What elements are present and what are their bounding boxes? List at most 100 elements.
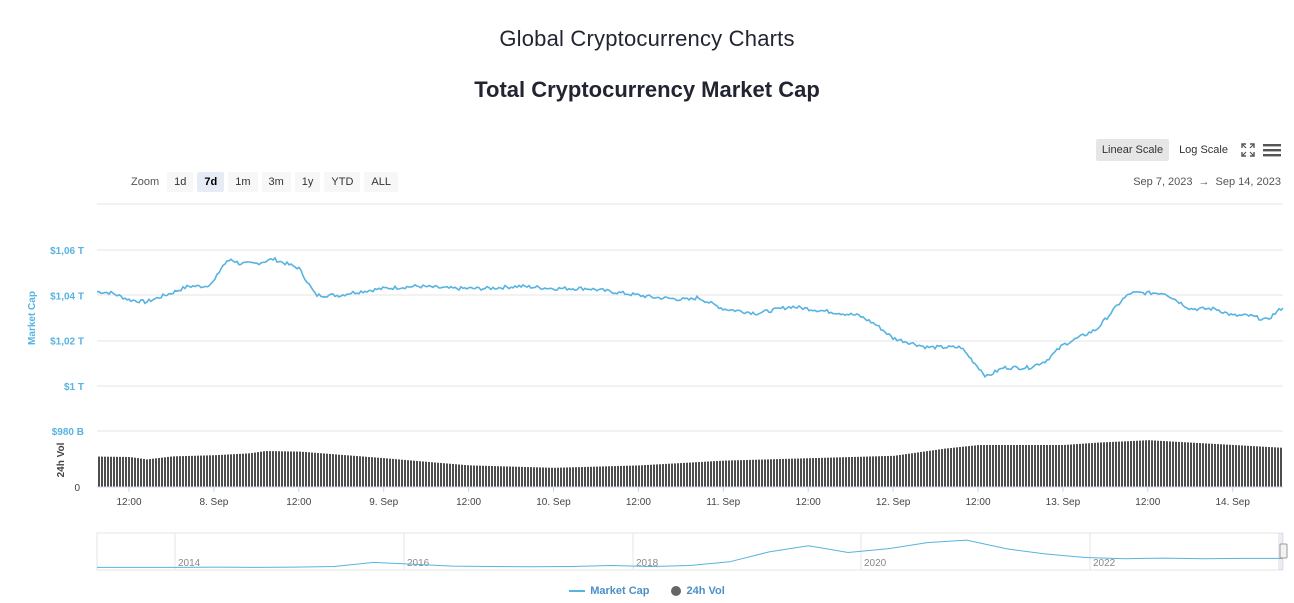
zoom-1d-button[interactable]: 1d (167, 172, 194, 192)
volume-bar (695, 462, 697, 487)
volume-bar (416, 460, 418, 487)
volume-bar (1205, 443, 1207, 487)
date-range-to[interactable]: Sep 14, 2023 (1215, 176, 1281, 188)
volume-bar (1268, 446, 1270, 487)
volume-bar (1127, 441, 1129, 487)
volume-bar (731, 460, 733, 487)
volume-bar (572, 467, 574, 487)
volume-bar (476, 465, 478, 487)
volume-bar (254, 452, 256, 487)
volume-bar (824, 457, 826, 487)
legend-volume-label: 24h Vol (686, 585, 725, 597)
volume-bar (194, 455, 196, 487)
volume-bar (737, 460, 739, 487)
volume-bar (605, 466, 607, 487)
volume-bar (98, 456, 100, 487)
volume-bar (950, 447, 952, 487)
date-range-from[interactable]: Sep 7, 2023 (1133, 176, 1193, 188)
volume-bar (1118, 441, 1120, 487)
volume-bar (1115, 441, 1117, 487)
volume-bar (569, 467, 571, 487)
volume-bar (1259, 446, 1261, 487)
volume-bar (293, 451, 295, 487)
volume-bar (248, 453, 250, 487)
volume-bar (317, 453, 319, 487)
volume-bar (410, 460, 412, 487)
volume-bar (782, 458, 784, 487)
volume-bar (470, 465, 472, 487)
volume-bar (1004, 445, 1006, 487)
zoom-7d-button[interactable]: 7d (197, 172, 225, 192)
volume-bar (224, 454, 226, 487)
volume-bar (278, 451, 280, 487)
volume-bar (707, 461, 709, 487)
volume-bar (920, 451, 922, 487)
volume-bar (902, 454, 904, 487)
volume-bar (197, 455, 199, 487)
volume-bar (611, 466, 613, 487)
volume-bar (323, 453, 325, 487)
volume-bar (725, 460, 727, 487)
volume-bar (437, 462, 439, 487)
volume-bar (179, 456, 181, 487)
volume-bar (995, 445, 997, 487)
linear-scale-button[interactable]: Linear Scale (1095, 139, 1170, 161)
zoom-1y-button[interactable]: 1y (294, 172, 321, 192)
volume-bar (830, 457, 832, 487)
volume-bar (203, 455, 205, 487)
volume-bar (131, 457, 133, 487)
zoom-3m-button[interactable]: 3m (261, 172, 291, 192)
volume-bar (1244, 445, 1246, 487)
y-tick-label: $1 T (64, 382, 84, 393)
circle-swatch-icon (671, 586, 682, 596)
market-cap-line[interactable] (96, 256, 1284, 379)
volume-bar (1046, 445, 1048, 487)
legend-market-cap[interactable]: Market Cap (569, 585, 649, 597)
volume-bar (1187, 442, 1189, 487)
volume-bar (968, 446, 970, 487)
x-tick-label: 14. Sep (1215, 497, 1250, 508)
volume-bar (305, 452, 307, 487)
volume-bar (383, 458, 385, 487)
volume-bar (764, 459, 766, 487)
legend-volume[interactable]: 24h Vol (671, 585, 725, 597)
fullscreen-icon[interactable] (1238, 140, 1258, 160)
volume-bar (938, 449, 940, 487)
volume-bar (392, 458, 394, 487)
volume-bar (518, 466, 520, 487)
volume-bar (146, 459, 148, 487)
volume-bar (671, 463, 673, 487)
volume-bar (575, 467, 577, 487)
navigator-handle[interactable] (1279, 543, 1288, 559)
volume-bar (1010, 445, 1012, 487)
volume-bar (554, 467, 556, 487)
volume-bar (119, 456, 121, 487)
volume-bar (854, 456, 856, 487)
y-tick-label: $1,04 T (50, 291, 84, 302)
volume-bar (1166, 441, 1168, 487)
volume-bar (455, 464, 457, 487)
volume-bar (509, 466, 511, 487)
hamburger-menu-icon[interactable] (1262, 140, 1282, 160)
volume-bar (659, 464, 661, 487)
volume-bar (164, 457, 166, 487)
volume-bar (893, 455, 895, 487)
volume-bar (722, 460, 724, 487)
volume-bar (581, 467, 583, 487)
volume-bar (302, 451, 304, 487)
volume-bar (1109, 442, 1111, 487)
volume-bar (872, 456, 874, 487)
zoom-ytd-button[interactable]: YTD (324, 172, 361, 192)
volume-bar (1247, 445, 1249, 487)
zoom-all-button[interactable]: ALL (364, 172, 398, 192)
y-axis-title: Market Cap (27, 291, 38, 345)
zoom-1m-button[interactable]: 1m (228, 172, 258, 192)
volume-bar (1034, 445, 1036, 487)
volume-bar (521, 466, 523, 487)
volume-bar (665, 463, 667, 487)
log-scale-button[interactable]: Log Scale (1173, 139, 1234, 161)
volume-bar (959, 447, 961, 487)
volume-bar (1016, 445, 1018, 487)
volume-bar (188, 455, 190, 487)
